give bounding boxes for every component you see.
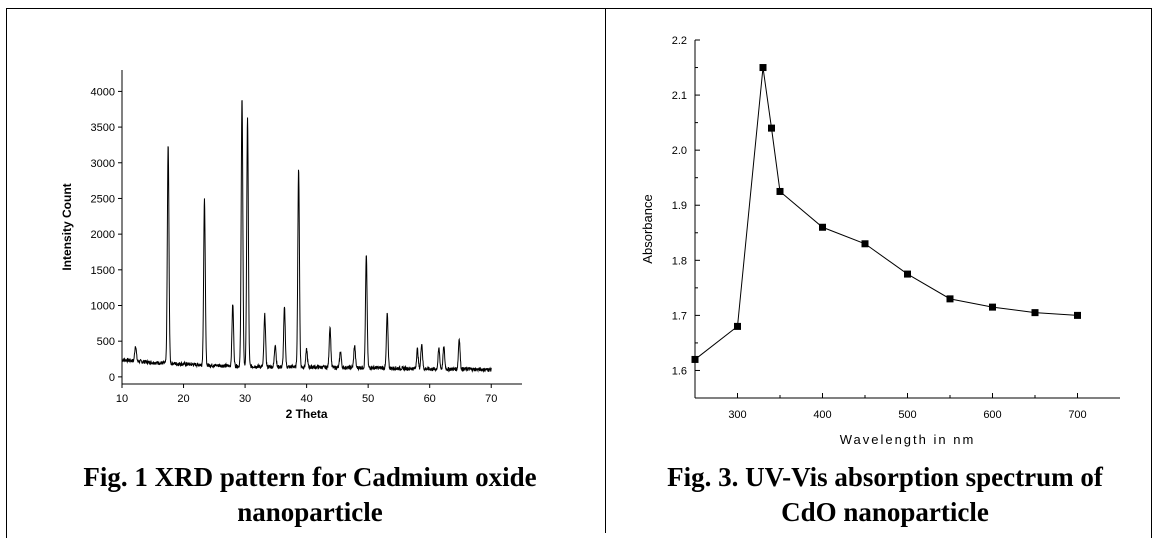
xrd-y-tick-label: 2000	[91, 229, 115, 241]
uv-y-tick-label: 1.8	[672, 255, 687, 267]
uv-absorbance-line	[694, 67, 1078, 360]
xrd-y-tick-label: 0	[109, 372, 115, 384]
uv-y-axis-label: Absorbance	[640, 194, 655, 263]
xrd-x-tick-label: 50	[362, 393, 374, 405]
xrd-pattern-line	[121, 100, 492, 374]
figure-3-caption-line-1: Fig. 3. UV-Vis absorption spectrum of	[667, 462, 1103, 492]
figure-3-caption-line-2: CdO nanoparticle	[781, 497, 989, 527]
figure-1-caption-line-1: Fig. 1 XRD pattern for Cadmium oxide	[83, 462, 537, 492]
uv-data-point	[946, 295, 954, 303]
uv-data-point	[776, 187, 784, 195]
xrd-y-tick-label: 1000	[91, 301, 115, 313]
figure-frame	[6, 8, 1152, 538]
uv-x-tick-label: 300	[728, 409, 746, 421]
xrd-x-tick-label: 30	[239, 393, 251, 405]
uv-x-tick-label: 700	[1068, 409, 1086, 421]
panel-divider	[605, 8, 606, 533]
xrd-x-tick-label: 20	[177, 393, 189, 405]
xrd-x-axis-label: 2 Theta	[286, 407, 328, 421]
uv-x-tick-label: 600	[983, 409, 1001, 421]
xrd-y-axis-label: Intensity Count	[60, 183, 74, 270]
xrd-y-tick-label: 3000	[91, 158, 115, 170]
uv-vis-chart: 1.6 1.7 1.8 1.9 2.0 2.1 2.2 300 400 500 600 700 Wave…	[640, 35, 1120, 447]
uv-data-point	[1074, 311, 1081, 319]
xrd-x-tick-label: 70	[485, 393, 497, 405]
uv-data-point	[691, 355, 699, 363]
uv-data-point	[768, 124, 775, 132]
uv-data-point	[861, 240, 869, 248]
uv-data-point	[819, 223, 826, 231]
uv-y-tick-label: 2.2	[672, 35, 687, 47]
xrd-x-tick-label: 60	[424, 393, 436, 405]
xrd-x-tick-label: 10	[116, 393, 128, 405]
uv-data-point	[989, 303, 996, 311]
figure-1-caption-line-2: nanoparticle	[237, 497, 383, 527]
xrd-y-tick-label: 3500	[91, 122, 115, 134]
uv-data-point	[759, 64, 767, 72]
uv-x-tick-label: 500	[898, 409, 916, 421]
figure-3-caption: Fig. 3. UV-Vis absorption spectrum of Cd…	[615, 460, 1155, 530]
xrd-x-tick-label: 40	[300, 393, 312, 405]
uv-data-point	[734, 322, 741, 330]
uv-data-point	[1031, 309, 1039, 317]
xrd-y-tick-label: 4000	[91, 86, 115, 98]
xrd-y-tick-label: 2500	[91, 193, 115, 205]
figure-1-caption: Fig. 1 XRD pattern for Cadmium oxide nan…	[40, 460, 580, 530]
uv-y-tick-label: 1.9	[672, 200, 687, 212]
uv-y-tick-label: 2.1	[672, 90, 687, 102]
xrd-y-tick-label: 1500	[91, 265, 115, 277]
uv-y-tick-label: 1.7	[672, 310, 687, 322]
xrd-chart: 0 500 1000 1500 2000 2500 3000 3500 4000 10 20 30 40…	[60, 70, 522, 421]
uv-data-point	[904, 270, 911, 278]
uv-x-axis-label: Wavelength in nm	[840, 432, 976, 447]
uv-x-tick-label: 400	[813, 409, 831, 421]
uv-y-tick-label: 2.0	[672, 145, 687, 157]
xrd-y-tick-label: 500	[97, 336, 115, 348]
uv-y-tick-label: 1.6	[672, 365, 687, 377]
